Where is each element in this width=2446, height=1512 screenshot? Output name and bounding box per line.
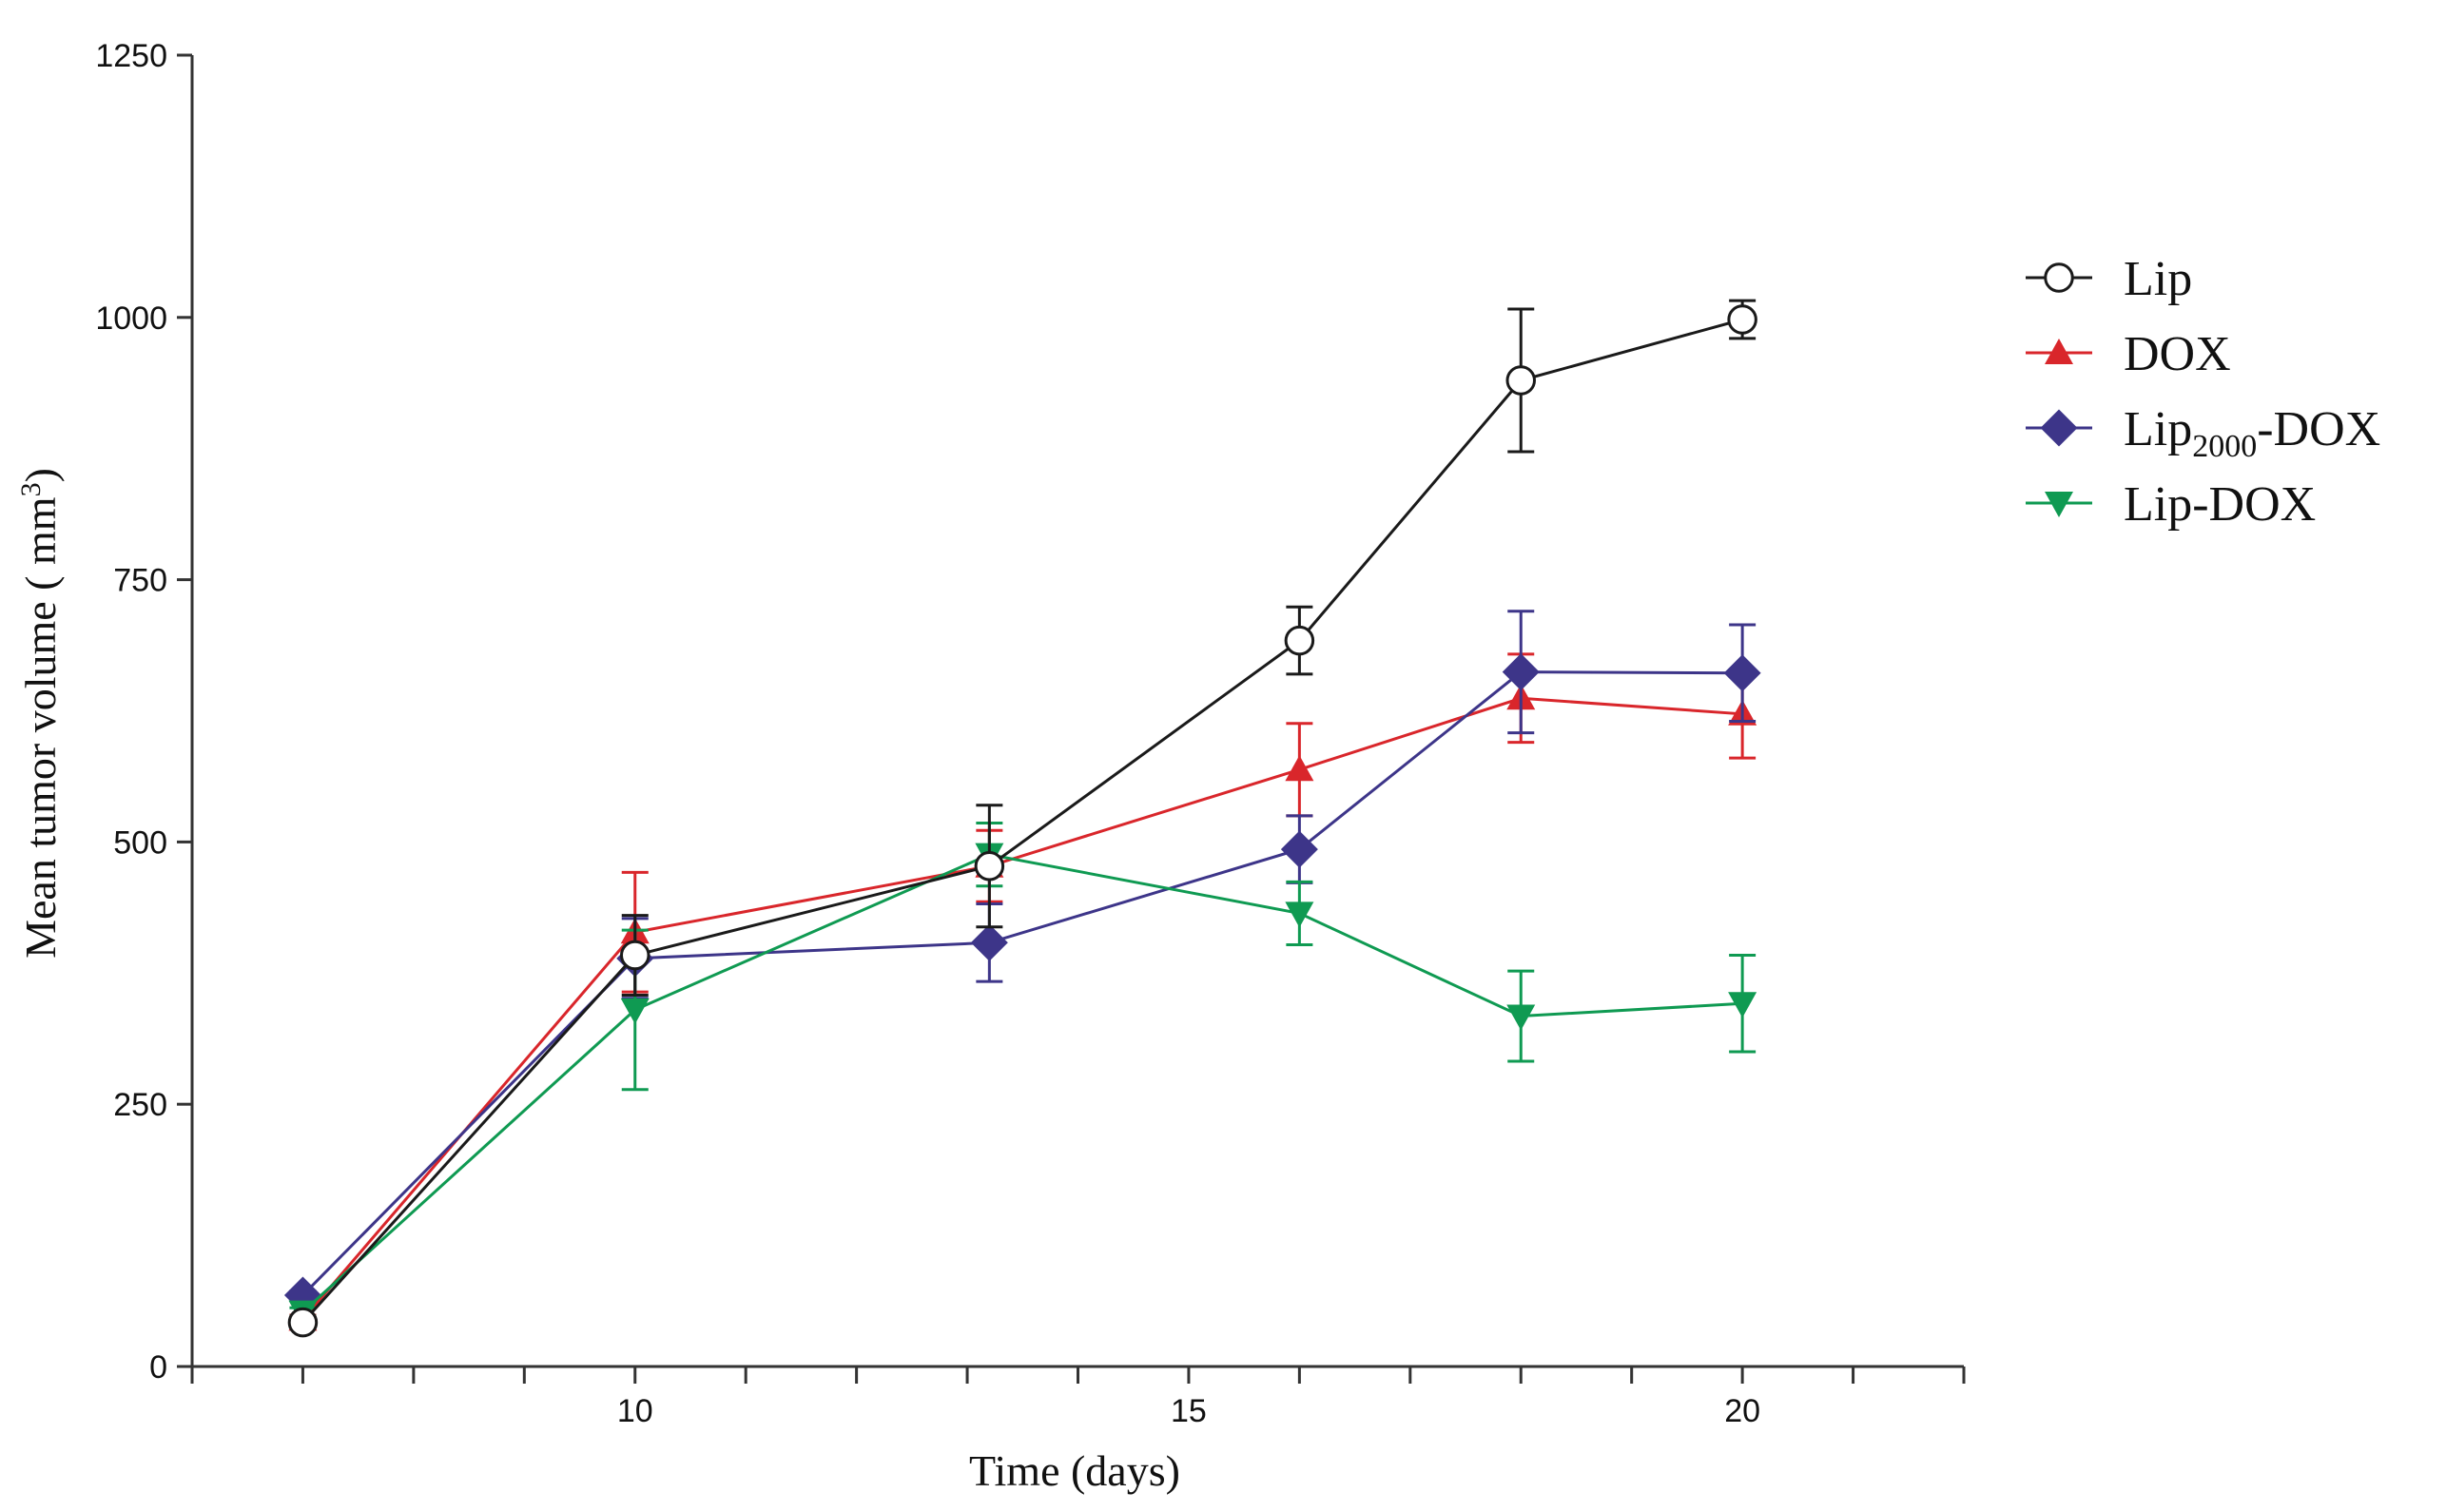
point-lip <box>620 940 650 971</box>
x-tick-label: 20 <box>1724 1393 1760 1429</box>
point-lip-dox <box>1285 901 1314 928</box>
point-dox <box>1285 755 1314 782</box>
x-axis-label: Time (days) <box>969 1446 1180 1495</box>
y-tick-label: 250 <box>113 1087 167 1123</box>
legend-marker-lip2000-dox <box>2040 409 2078 447</box>
point-lip <box>974 851 1005 882</box>
point-lip2000-dox <box>1280 830 1318 868</box>
series-line-lip2000-dox <box>301 670 1743 1297</box>
y-tick-label: 0 <box>149 1349 167 1386</box>
legend-item-dox: DOX <box>2026 327 2231 381</box>
y-tick-label: 750 <box>113 563 167 599</box>
y-axis-label-superscript: 3 <box>15 482 47 496</box>
x-tick-label: 10 <box>617 1393 653 1429</box>
series-line-dox <box>301 696 1743 1321</box>
legend-label-lip: Lip <box>2124 252 2192 306</box>
legend-label-base: Lip <box>2124 402 2192 456</box>
legend-item-lip2000-dox: Lip2000-DOX <box>2026 402 2380 464</box>
point-lip-dox <box>620 998 650 1024</box>
y-tick-label: 1250 <box>95 38 167 74</box>
legend-marker-lip-dox <box>2045 492 2073 517</box>
y-axis-label-text: Mean tumor volume ( mm <box>16 496 65 959</box>
legend-marker-dox <box>2045 339 2073 364</box>
legend-marker-lip <box>2044 262 2074 293</box>
point-lip2000-dox <box>970 923 1008 961</box>
ticks: 0 250 500 750 1000 1250 10 15 20 <box>95 38 1966 1429</box>
series-line-lip <box>301 318 1743 1324</box>
series-lip-dox <box>288 822 1757 1327</box>
point-lip-dox <box>1506 1004 1536 1031</box>
y-axis-label-close: ) <box>16 468 65 482</box>
y-tick-label: 1000 <box>95 300 167 337</box>
point-lip-dox <box>1728 992 1757 1018</box>
series-lip <box>287 299 1757 1338</box>
legend-label-rest: -DOX <box>2257 402 2380 456</box>
legend-label-subscript: 2000 <box>2192 429 2257 464</box>
y-axis-label: Mean tumor volume ( mm3) <box>15 468 65 959</box>
point-lip <box>1727 304 1757 335</box>
legend-item-lip-dox: Lip-DOX <box>2026 477 2316 532</box>
series-lip2000-dox <box>283 610 1761 1314</box>
x-tick-label: 15 <box>1171 1393 1207 1429</box>
series <box>283 299 1761 1338</box>
point-lip2000-dox <box>1502 653 1540 691</box>
series-dox <box>288 652 1757 1331</box>
series-line-lip-dox <box>301 853 1743 1313</box>
point-lip <box>1284 625 1315 656</box>
point-lip <box>1505 365 1536 396</box>
legend-label-dox: DOX <box>2124 327 2231 381</box>
legend-item-lip: Lip <box>2026 252 2192 306</box>
point-lip2000-dox <box>1723 654 1761 692</box>
legend-label-lip-dox: Lip-DOX <box>2124 477 2316 532</box>
y-tick-label: 500 <box>113 824 167 861</box>
legend-label-lip2000-dox: Lip2000-DOX <box>2124 402 2380 464</box>
point-lip <box>287 1307 319 1338</box>
